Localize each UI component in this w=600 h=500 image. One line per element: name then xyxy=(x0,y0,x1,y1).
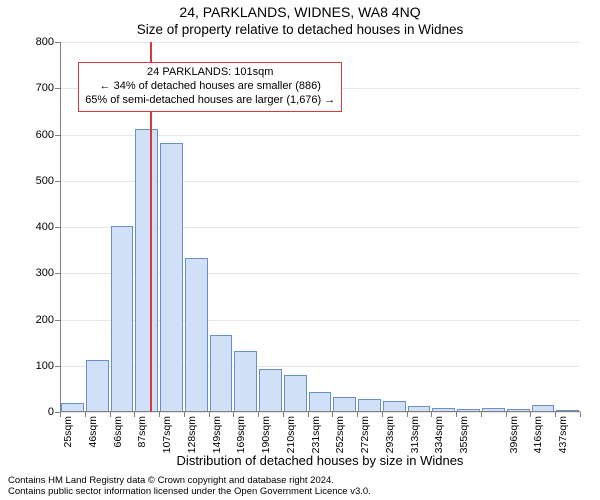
histogram-bar xyxy=(259,369,282,412)
xtick-label: 107sqm xyxy=(161,416,173,453)
bar-slot xyxy=(531,42,556,412)
xtick-mark xyxy=(580,412,581,417)
xtick-label: 437sqm xyxy=(557,416,569,453)
xtick-mark xyxy=(60,412,61,417)
ytick-label: 200 xyxy=(36,314,60,326)
xtick-label: 355sqm xyxy=(458,416,470,453)
xtick-mark xyxy=(85,412,86,417)
xtick-mark xyxy=(258,412,259,417)
plot-area: 010020030040050060070080025sqm46sqm66sqm… xyxy=(60,42,580,412)
bar-slot xyxy=(555,42,580,412)
xtick-label: 190sqm xyxy=(260,416,272,453)
xtick-mark xyxy=(407,412,408,417)
ytick-label: 800 xyxy=(36,36,60,48)
xtick-mark xyxy=(357,412,358,417)
xtick-label: 313sqm xyxy=(409,416,421,453)
ytick-label: 300 xyxy=(36,267,60,279)
ytick-label: 500 xyxy=(36,175,60,187)
xtick-mark xyxy=(184,412,185,417)
histogram-bar xyxy=(210,335,233,412)
histogram-bar xyxy=(135,129,158,412)
bar-slot xyxy=(382,42,407,412)
xtick-mark xyxy=(159,412,160,417)
histogram-bar xyxy=(234,351,257,412)
footer-attribution: Contains HM Land Registry data © Crown c… xyxy=(8,476,371,498)
bar-slot xyxy=(357,42,382,412)
ytick-label: 100 xyxy=(36,360,60,372)
y-axis-line xyxy=(60,42,61,412)
xtick-mark xyxy=(382,412,383,417)
histogram-bar xyxy=(86,360,109,412)
xtick-mark xyxy=(110,412,111,417)
bar-slot xyxy=(407,42,432,412)
bar-slot xyxy=(506,42,531,412)
gridline xyxy=(60,412,580,413)
histogram-bar xyxy=(160,143,183,412)
ytick-label: 0 xyxy=(48,406,60,418)
xtick-label: 128sqm xyxy=(186,416,198,453)
histogram-bar xyxy=(185,258,208,412)
xtick-mark xyxy=(283,412,284,417)
ytick-label: 700 xyxy=(36,82,60,94)
xtick-label: 231sqm xyxy=(310,416,322,453)
x-axis-label: Distribution of detached houses by size … xyxy=(60,453,580,468)
xtick-label: 87sqm xyxy=(136,416,148,448)
xtick-label: 293sqm xyxy=(384,416,396,453)
histogram-bar xyxy=(111,226,134,412)
xtick-label: 252sqm xyxy=(334,416,346,453)
annotation-line2: ← 34% of detached houses are smaller (88… xyxy=(85,80,335,94)
x-axis-line xyxy=(60,411,580,412)
xtick-label: 169sqm xyxy=(235,416,247,453)
page-title-line2: Size of property relative to detached ho… xyxy=(0,22,600,37)
ytick-label: 400 xyxy=(36,221,60,233)
bar-slot xyxy=(431,42,456,412)
xtick-label: 396sqm xyxy=(508,416,520,453)
xtick-label: 210sqm xyxy=(285,416,297,453)
bar-slot xyxy=(456,42,481,412)
xtick-label: 46sqm xyxy=(87,416,99,448)
annotation-box: 24 PARKLANDS: 101sqm← 34% of detached ho… xyxy=(78,62,342,111)
xtick-label: 272sqm xyxy=(359,416,371,453)
xtick-label: 334sqm xyxy=(433,416,445,453)
page-title-line1: 24, PARKLANDS, WIDNES, WA8 4NQ xyxy=(0,4,600,20)
histogram-bar xyxy=(309,392,332,412)
xtick-mark xyxy=(506,412,507,417)
xtick-label: 25sqm xyxy=(62,416,74,448)
chart-container: 24, PARKLANDS, WIDNES, WA8 4NQ Size of p… xyxy=(0,0,600,500)
xtick-mark xyxy=(481,412,482,417)
xtick-label: 416sqm xyxy=(532,416,544,453)
footer-line2: Contains public sector information licen… xyxy=(8,487,371,498)
xtick-mark xyxy=(209,412,210,417)
annotation-line3: 65% of semi-detached houses are larger (… xyxy=(85,94,335,108)
annotation-line1: 24 PARKLANDS: 101sqm xyxy=(85,66,335,80)
xtick-label: 149sqm xyxy=(211,416,223,453)
xtick-label: 66sqm xyxy=(112,416,124,448)
bar-slot xyxy=(481,42,506,412)
histogram-bar xyxy=(284,375,307,412)
xtick-mark xyxy=(308,412,309,417)
ytick-label: 600 xyxy=(36,129,60,141)
histogram-bar xyxy=(333,397,356,412)
